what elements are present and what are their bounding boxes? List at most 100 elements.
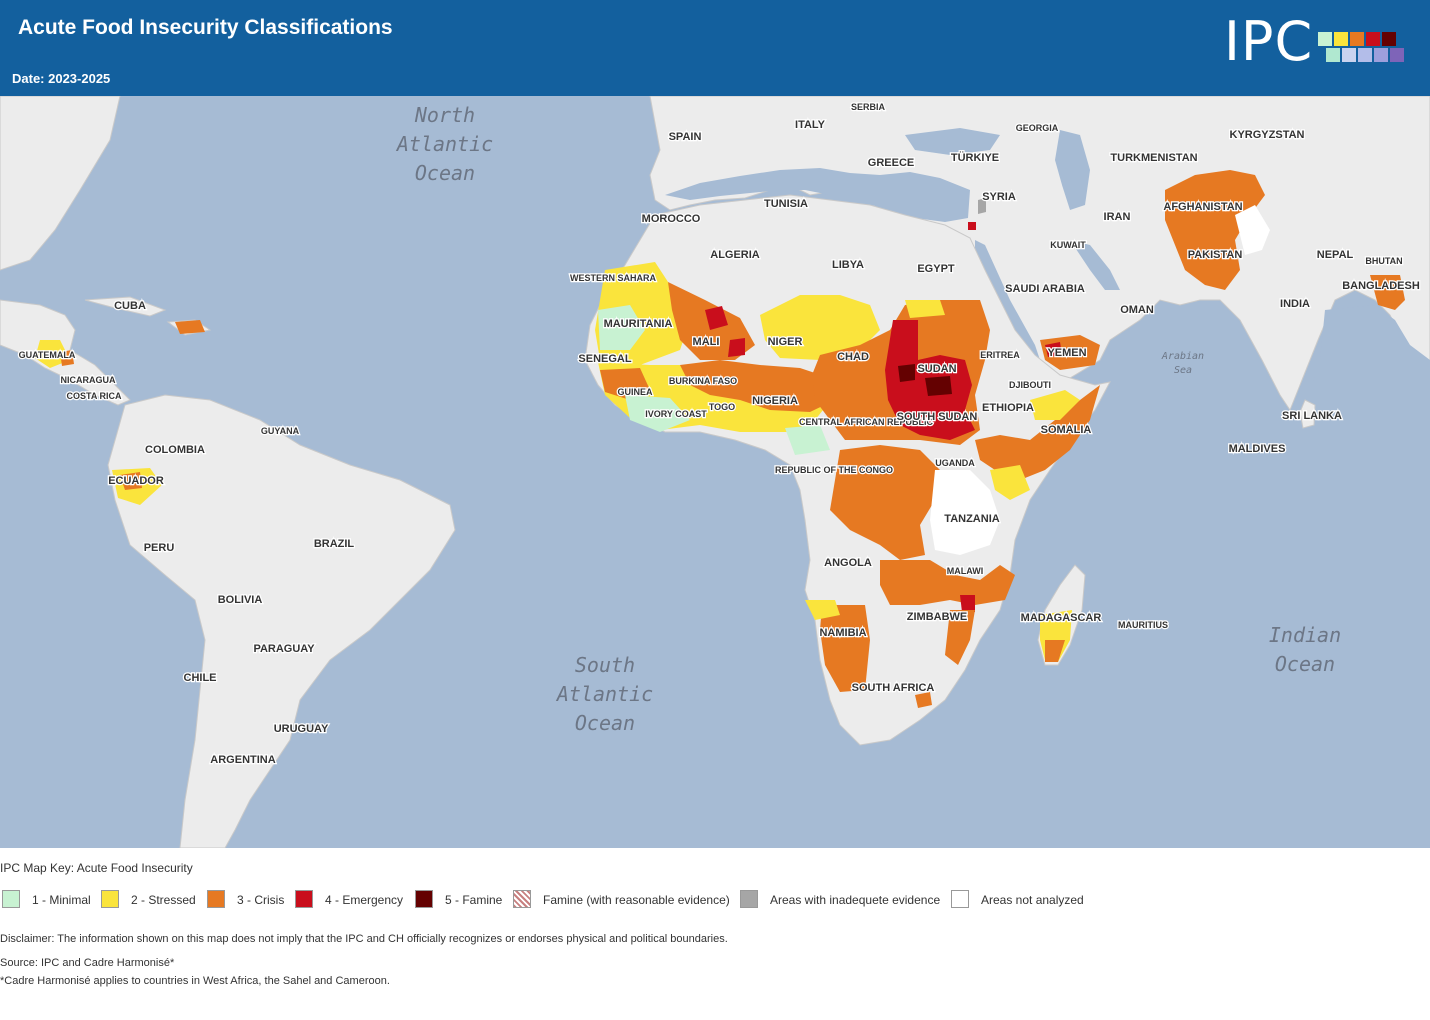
not-analyzed-region — [930, 470, 1000, 555]
country-label: IRAN — [1104, 211, 1131, 223]
ocean-label-line: Atlantic — [395, 132, 493, 156]
ocean-label-line: Atlantic — [555, 682, 653, 706]
country-label: GUINEA — [617, 387, 653, 397]
inadequate-evidence-region — [978, 198, 986, 214]
emergency-region — [705, 306, 728, 330]
stressed-region — [35, 340, 70, 368]
logo-square — [1326, 48, 1340, 62]
country-label: REPUBLIC OF THE CONGO — [775, 465, 893, 475]
legend-swatch — [513, 890, 531, 908]
ocean-label-line: North — [414, 103, 475, 127]
country-label: BHUTAN — [1365, 256, 1402, 266]
country-label: IVORY COAST — [645, 409, 707, 419]
emergency-region — [960, 595, 975, 612]
crisis-region — [175, 320, 205, 334]
crisis-region — [1165, 170, 1265, 290]
legend-title: IPC Map Key: Acute Food Insecurity — [0, 861, 193, 875]
country-label: GUYANA — [261, 426, 300, 436]
north-america-land — [0, 96, 121, 271]
country-label: MALAWI — [947, 566, 984, 576]
crisis-region — [915, 692, 932, 708]
logo-square — [1334, 32, 1348, 46]
stressed-region — [805, 600, 840, 620]
ocean-label-line: Ocean — [575, 711, 635, 735]
country-label: MALI — [693, 336, 720, 348]
red-sea — [975, 240, 1040, 362]
country-label: ALGERIA — [710, 249, 760, 261]
legend-label: Famine (with reasonable evidence) — [543, 893, 730, 907]
country-label: TOGO — [709, 402, 735, 412]
legend-swatch — [951, 890, 969, 908]
legend-label: 5 - Famine — [445, 893, 503, 907]
legend-label: 2 - Stressed — [131, 893, 196, 907]
country-label: MAURITANIA — [604, 318, 673, 330]
page-title: Acute Food Insecurity Classifications — [18, 16, 393, 39]
source-text: Source: IPC and Cadre Harmonisé* — [0, 957, 175, 969]
legend-label: 1 - Minimal — [32, 893, 91, 907]
country-labels: SPAIN ITALY SERBIA GEORGIA KYRGYZSTAN GREECE T… — [17, 101, 1421, 768]
ocean-label: Arabian Sea — [1161, 351, 1204, 376]
country-label: SAUDI ARABIA — [1005, 283, 1085, 295]
stressed-region — [1030, 390, 1080, 420]
stressed-region — [905, 300, 945, 318]
crisis-region — [1370, 275, 1405, 310]
country-label: AFGHANISTAN — [1163, 201, 1242, 213]
country-label: INDIA — [1280, 298, 1310, 310]
logo-square — [1374, 48, 1388, 62]
black-sea — [905, 128, 1000, 155]
logo-square — [1350, 32, 1364, 46]
crisis-region — [1045, 640, 1065, 662]
footnote-text: *Cadre Harmonisé applies to countries in… — [0, 975, 390, 987]
country-label: BOLIVIA — [218, 594, 263, 606]
country-label: CUBA — [114, 300, 146, 312]
country-label: TUNISIA — [764, 198, 808, 210]
disclaimer-text: Disclaimer: The information shown on thi… — [0, 933, 728, 945]
legend-label: Areas with inadequete evidence — [770, 893, 941, 907]
country-label: BRAZIL — [314, 538, 355, 550]
minimal-region — [625, 395, 690, 432]
country-label: ANGOLA — [824, 557, 872, 569]
logo-square — [1318, 32, 1332, 46]
ocean-label-line: Ocean — [415, 161, 475, 185]
crisis-region — [830, 445, 940, 560]
crisis-region — [975, 385, 1100, 480]
crisis-region — [600, 368, 650, 400]
ocean-label-line: South — [575, 653, 635, 677]
ocean-label-line: Arabian — [1161, 351, 1204, 362]
minimal-region — [785, 425, 830, 455]
ocean-label-line: Ocean — [1275, 652, 1335, 676]
country-label: ERITREA — [980, 350, 1020, 360]
emergency-region — [1045, 342, 1062, 357]
famine-region — [898, 364, 915, 382]
legend-label: 3 - Crisis — [237, 893, 285, 907]
ocean-label: North Atlantic Ocean — [395, 103, 493, 185]
country-label: TANZANIA — [944, 513, 999, 525]
crisis-region — [680, 360, 835, 412]
ipc-logo-text: IPC — [1224, 10, 1314, 73]
country-label: TÜRKIYE — [951, 151, 999, 164]
country-label: OMAN — [1120, 304, 1154, 316]
persian-gulf — [1070, 240, 1120, 290]
legend-label: Areas not analyzed — [981, 893, 1084, 907]
country-label: LIBYA — [832, 259, 864, 271]
legend-swatch — [295, 890, 313, 908]
country-label: ETHIOPIA — [982, 402, 1034, 414]
country-label: BANGLADESH — [1342, 280, 1420, 292]
country-label: MADAGASCAR — [1021, 612, 1102, 624]
not-analyzed-region — [1235, 205, 1270, 255]
cuba-land — [84, 296, 167, 317]
crisis-region — [880, 560, 1015, 605]
legend-swatch — [415, 890, 433, 908]
legend-swatch — [740, 890, 758, 908]
logo-square — [1390, 48, 1404, 62]
country-label: CENTRAL AFRICAN REPUBLIC — [799, 417, 933, 427]
emergency-region — [968, 222, 976, 230]
stressed-region — [990, 465, 1030, 500]
date-label: Date: 2023-2025 — [12, 71, 111, 86]
country-label: CHILE — [184, 672, 217, 684]
country-label: TURKMENISTAN — [1110, 152, 1197, 164]
country-label: NIGER — [768, 336, 803, 348]
world-map[interactable]: North Atlantic Ocean South Atlantic Ocea… — [0, 96, 1430, 848]
country-label: YEMEN — [1047, 347, 1086, 359]
country-label: SYRIA — [982, 191, 1016, 203]
